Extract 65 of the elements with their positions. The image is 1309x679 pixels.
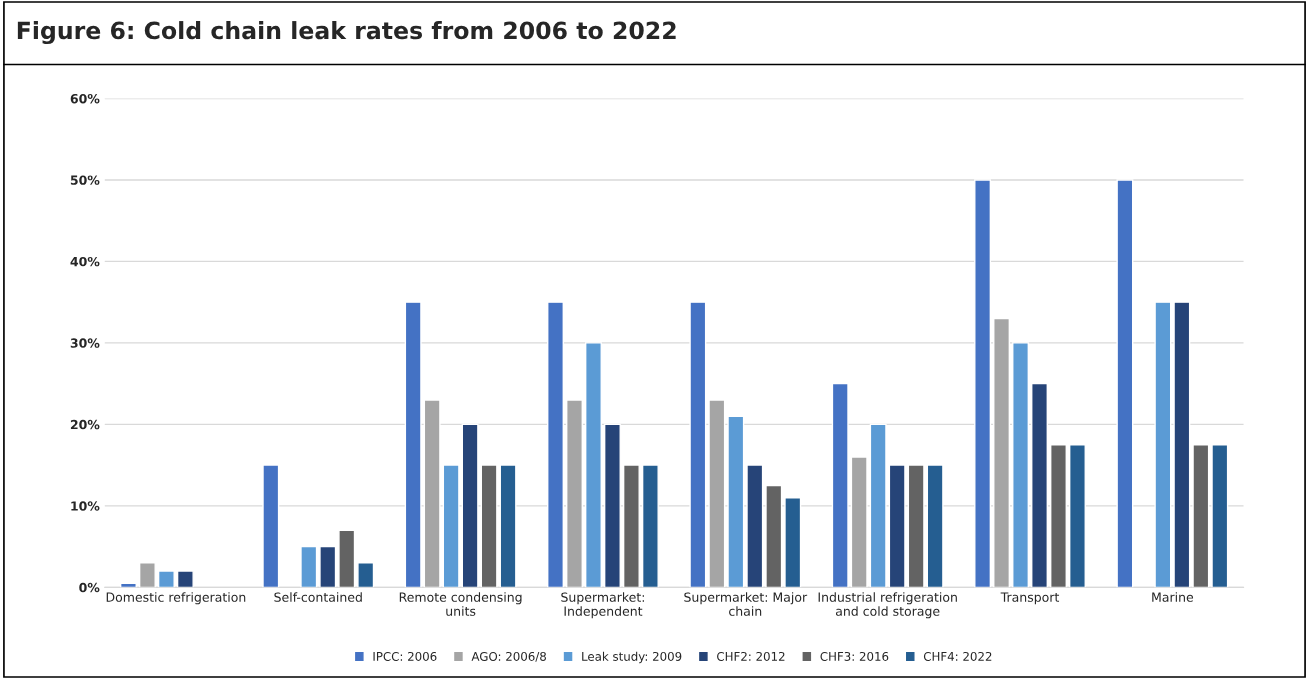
- bar: [603, 423, 621, 588]
- bar: [907, 464, 925, 588]
- bar: [1154, 301, 1172, 588]
- x-tick-label: Marine: [1152, 592, 1194, 602]
- bar: [338, 529, 356, 588]
- legend-label: CHF4: 2022: [923, 651, 992, 661]
- bar: [1068, 444, 1086, 588]
- bar: [869, 423, 887, 588]
- bar: [499, 464, 517, 588]
- bar: [993, 317, 1011, 588]
- bar: [423, 399, 441, 588]
- bar: [404, 301, 422, 588]
- bar: [622, 464, 640, 588]
- y-tick-label: 40%: [70, 256, 100, 267]
- bar: [746, 464, 764, 588]
- bar: [689, 301, 707, 588]
- y-tick-label: 20%: [70, 419, 100, 430]
- bar: [727, 415, 745, 588]
- bar: [547, 301, 564, 588]
- x-tick-label: Self-contained: [274, 592, 362, 602]
- bar: [1173, 301, 1191, 588]
- bar: [850, 456, 868, 588]
- bar: [831, 382, 849, 588]
- bar: [1116, 179, 1134, 588]
- bar: [1192, 444, 1210, 588]
- bar: [888, 464, 906, 588]
- bar: [300, 545, 318, 588]
- bar: [461, 423, 479, 588]
- bar: [708, 399, 726, 588]
- bar: [157, 570, 175, 588]
- y-tick-label: 50%: [70, 175, 100, 185]
- bar: [1012, 342, 1030, 588]
- x-tick-label: Industrial refrigeration and cold storage: [818, 592, 957, 619]
- bar: [176, 570, 194, 588]
- bar: [641, 464, 659, 588]
- y-tick-label: 60%: [70, 93, 100, 104]
- legend-label: Leak study: 2009: [582, 651, 682, 664]
- x-tick-label: Supermarket: Independent: [561, 592, 644, 619]
- bar: [1211, 444, 1229, 588]
- legend-label: IPCC: 2006: [373, 651, 437, 661]
- x-tick-label: Domestic refrigeration: [106, 592, 246, 605]
- legend-label: CHF2: 2012: [717, 651, 785, 661]
- bar: [262, 464, 280, 588]
- chart-title: Figure 6: Cold chain leak rates from 2006 to 2022: [17, 21, 676, 45]
- bar: [319, 545, 337, 588]
- bar: [974, 179, 992, 588]
- bar: [480, 464, 498, 588]
- y-tick-label: 10%: [71, 501, 100, 511]
- bar: [784, 497, 802, 588]
- y-tick-label: 30%: [70, 338, 100, 348]
- bar: [357, 562, 375, 588]
- legend-label: AGO: 2006/8: [471, 651, 546, 662]
- bar: [1031, 382, 1048, 588]
- bar: [765, 484, 783, 588]
- y-tick-label: 0%: [79, 582, 100, 593]
- x-tick-label: Supermarket: Major chain: [684, 592, 808, 616]
- x-tick-label: Transport: [1000, 592, 1060, 605]
- bar: [1050, 444, 1067, 588]
- bar: [584, 342, 602, 588]
- bar: [566, 399, 583, 588]
- x-tick-label: Remote condensing units: [399, 592, 522, 616]
- bar: [926, 464, 944, 588]
- bar: [442, 464, 460, 588]
- legend-label: CHF3: 2016: [820, 651, 889, 661]
- bar: [138, 562, 156, 588]
